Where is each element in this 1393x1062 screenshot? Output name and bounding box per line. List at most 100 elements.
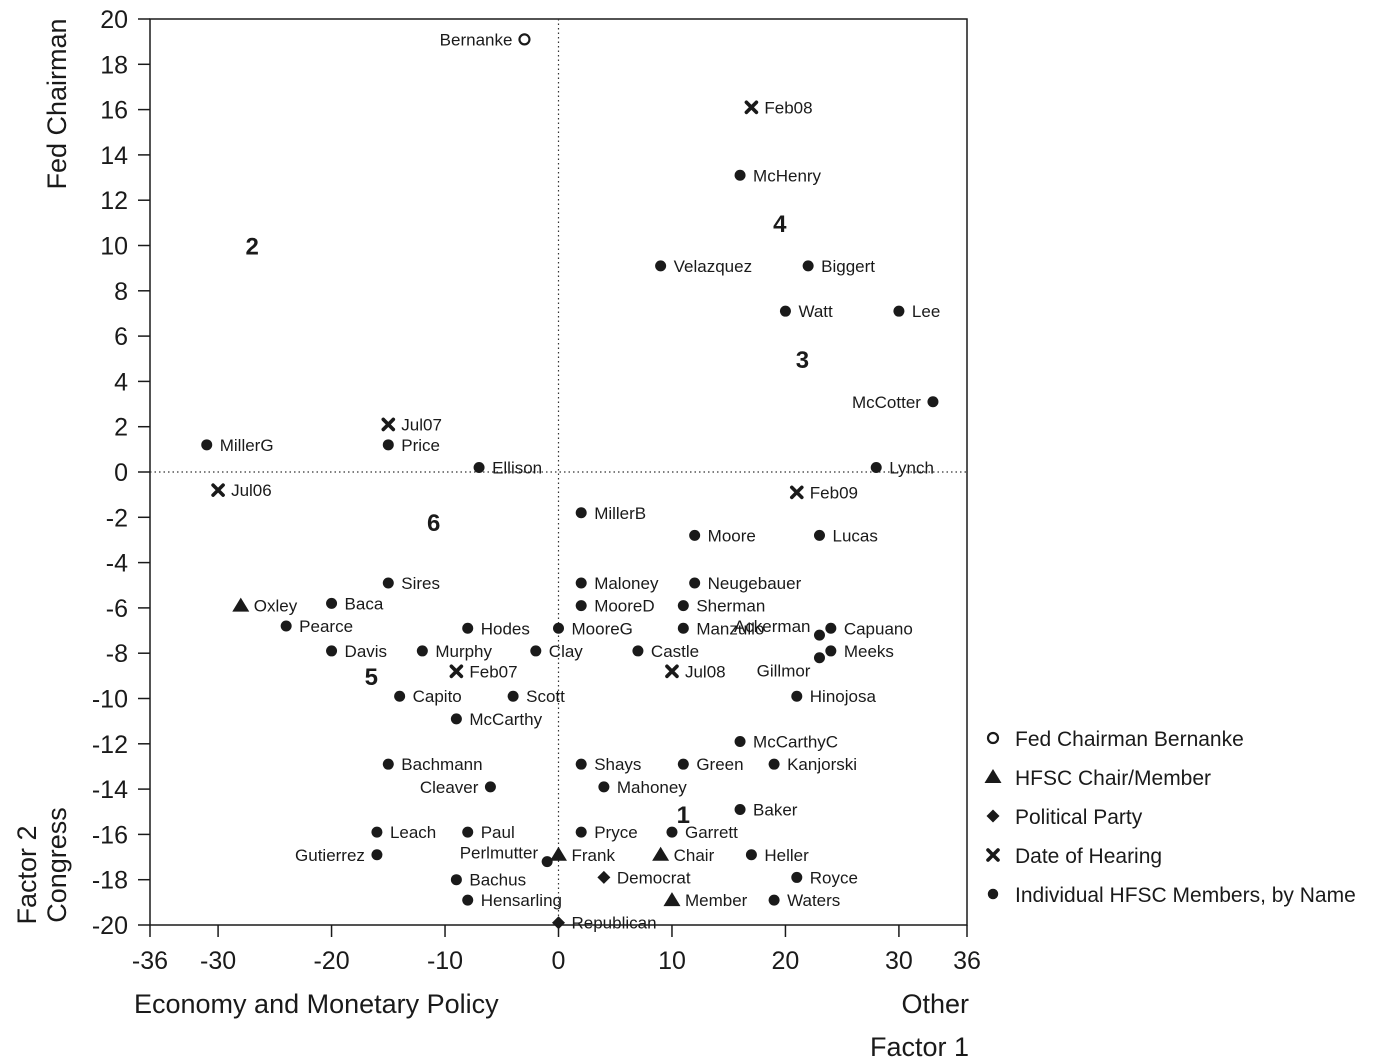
circle-marker: [450, 874, 462, 886]
point-jul08: Jul08: [665, 662, 726, 681]
circle-marker: [893, 305, 905, 317]
x-tick-label: -20: [313, 947, 349, 975]
y-tick-label: 0: [114, 459, 128, 487]
point-garrett: Garrett: [666, 823, 738, 842]
point-leach: Leach: [371, 823, 436, 842]
circle-marker: [779, 305, 791, 317]
region-label-5: 5: [365, 664, 378, 691]
circle-marker: [473, 461, 485, 473]
circle-marker: [541, 856, 553, 868]
data-points: Bernanke Feb08 McHenry Velazquez Biggert Watt…: [201, 30, 940, 933]
legend-circle-marker: [987, 888, 999, 900]
point-label: Bachmann: [401, 755, 482, 774]
circle-marker: [326, 645, 338, 657]
point-label: Capito: [413, 687, 462, 706]
y-tick-label: -10: [92, 686, 128, 714]
x-tick-label: -30: [200, 947, 236, 975]
circle-marker: [462, 826, 474, 838]
x-tick-label: 0: [552, 947, 566, 975]
x-marker-stroke: [381, 417, 396, 432]
circle-marker: [450, 713, 462, 725]
point-label: Maloney: [594, 574, 659, 593]
y-tick-label: 12: [100, 187, 128, 215]
x-axis-label-right: Other: [901, 989, 969, 1019]
point-baker: Baker: [734, 800, 798, 819]
triangle-marker: [652, 846, 670, 861]
region-labels: 1 2 3 4 5 6: [245, 211, 809, 829]
circle-marker: [575, 577, 587, 589]
circle-marker: [507, 690, 519, 702]
point-bernanke: Bernanke: [440, 30, 531, 49]
x-tick-label: 20: [772, 947, 800, 975]
circle-marker: [927, 396, 939, 408]
y-tick-label: -8: [106, 640, 128, 668]
point-capuano: Capuano: [825, 619, 913, 638]
point-heller: Heller: [745, 846, 809, 865]
point-democrat: Democrat: [597, 868, 691, 887]
reference-lines: [150, 19, 967, 925]
point-label: Leach: [390, 823, 436, 842]
circle-marker: [813, 629, 825, 641]
y-tick-label: 6: [114, 323, 128, 351]
point-castle: Castle: [632, 642, 699, 661]
point-ackerman: Ackerman: [734, 617, 825, 641]
point-label: MooreG: [572, 619, 633, 638]
point-gutierrez: Gutierrez: [295, 846, 383, 865]
circle-marker: [326, 597, 338, 609]
point-kanjorski: Kanjorski: [768, 755, 857, 774]
region-label-2: 2: [245, 234, 258, 261]
point-label: Bachus: [469, 871, 526, 890]
circle-marker: [677, 600, 689, 612]
point-jul06: Jul06: [211, 481, 272, 500]
circle-marker: [734, 736, 746, 748]
point-mooreg: MooreG: [553, 619, 633, 638]
circle-marker: [666, 826, 678, 838]
point-millerg: MillerG: [201, 436, 274, 455]
point-label: Ackerman: [734, 617, 811, 636]
point-velazquez: Velazquez: [655, 257, 752, 276]
y-tick-label: 10: [100, 233, 128, 261]
y-tick-label: 20: [100, 6, 128, 34]
x-marker-stroke: [665, 664, 679, 679]
point-label: Hensarling: [481, 891, 562, 910]
point-perlmutter: Perlmutter: [460, 844, 553, 868]
point-green: Green: [677, 755, 744, 774]
point-label: Sires: [401, 574, 440, 593]
y-tick-label: -16: [92, 821, 128, 849]
point-moore: Moore: [689, 526, 756, 545]
point-jul07: Jul07: [381, 415, 442, 434]
circle-marker: [530, 645, 542, 657]
circle-marker: [825, 622, 837, 634]
circle-marker: [802, 260, 814, 272]
point-maloney: Maloney: [575, 574, 659, 593]
point-label: Royce: [810, 868, 858, 887]
point-republican: Republican: [552, 914, 657, 933]
y-tick-label: 8: [114, 278, 128, 306]
triangle-marker: [663, 892, 681, 907]
point-oxley: Oxley: [232, 597, 298, 616]
point-label: MillerB: [594, 504, 646, 523]
diamond-marker: [552, 916, 565, 930]
point-sires: Sires: [382, 574, 440, 593]
point-pryce: Pryce: [575, 823, 638, 842]
x-axis-ticks: -36 -30 -20 -10 0 10 20 30 36: [132, 925, 981, 975]
region-label-1: 1: [677, 802, 690, 829]
circle-marker: [382, 577, 394, 589]
y-tick-label: -6: [106, 595, 128, 623]
point-label: Baker: [753, 800, 798, 819]
circle-marker: [689, 577, 701, 589]
legend-label: HFSC Chair/Member: [1015, 767, 1211, 790]
point-capito: Capito: [394, 687, 462, 706]
x-marker-stroke: [986, 848, 1000, 862]
point-hinojosa: Hinojosa: [791, 687, 876, 706]
circle-marker: [575, 507, 587, 519]
circle-marker: [371, 826, 383, 838]
point-label: Sherman: [696, 597, 765, 616]
circle-marker: [382, 439, 394, 451]
point-label: MooreD: [594, 597, 654, 616]
legend: Fed Chairman Bernanke HFSC Chair/Member Po…: [984, 728, 1356, 907]
point-moored: MooreD: [575, 597, 655, 616]
point-label: Heller: [764, 846, 809, 865]
point-label: Chair: [674, 846, 715, 865]
legend-label: Political Party: [1015, 806, 1143, 829]
